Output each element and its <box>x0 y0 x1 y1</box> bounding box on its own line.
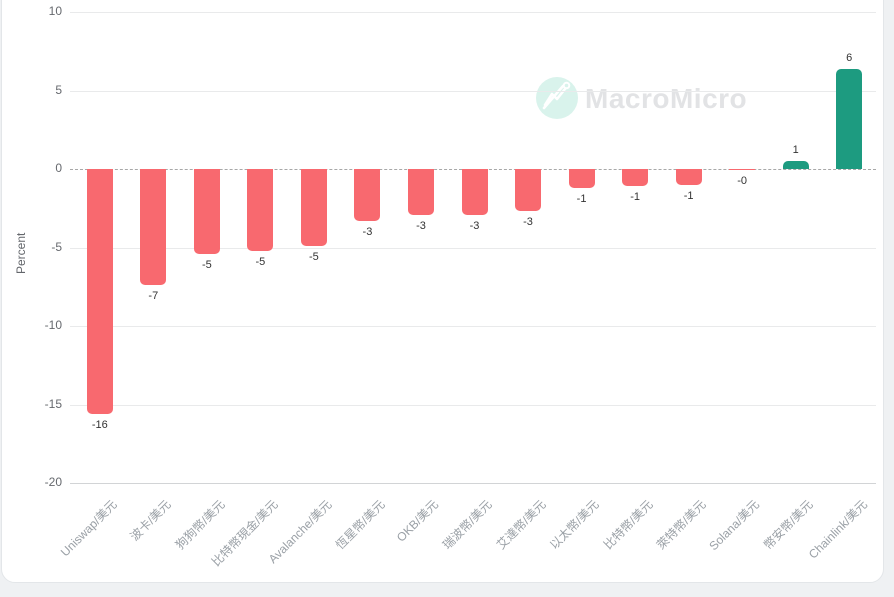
bar[interactable] <box>729 169 756 170</box>
bar-value-label: 6 <box>846 51 853 64</box>
bar[interactable] <box>247 169 274 251</box>
bar-value-label: -5 <box>309 250 319 263</box>
y-tick-label: 0 <box>55 161 62 175</box>
bar[interactable] <box>193 169 220 254</box>
y-tick-label: -5 <box>51 239 62 254</box>
gridline <box>70 483 876 484</box>
gridline <box>70 12 876 13</box>
chart-card <box>1 0 884 583</box>
bar[interactable] <box>300 169 327 246</box>
bar-value-label: -0 <box>737 175 748 187</box>
bar-value-label: -16 <box>91 418 108 431</box>
bar-value-label: 1 <box>792 144 799 157</box>
bar[interactable] <box>782 161 809 169</box>
bar[interactable] <box>354 169 381 221</box>
bar[interactable] <box>836 68 863 169</box>
bar-value-label: -7 <box>148 290 159 303</box>
y-tick-label: -20 <box>44 475 62 489</box>
bar[interactable] <box>461 169 488 215</box>
bar-value-label: -3 <box>523 216 533 229</box>
gridline <box>70 90 876 92</box>
bar-value-label: -3 <box>362 225 373 238</box>
bar[interactable] <box>568 169 595 188</box>
bar-value-label: -5 <box>201 258 212 271</box>
gridline <box>70 247 876 249</box>
bar[interactable] <box>140 169 167 286</box>
gridline <box>70 404 876 406</box>
bar-value-label: -1 <box>630 191 640 204</box>
y-tick-label: 10 <box>48 4 62 18</box>
bar-value-label: -1 <box>683 189 694 202</box>
macromicro-logo-icon <box>536 77 578 119</box>
y-tick-label: -10 <box>44 318 62 332</box>
bar[interactable] <box>515 169 542 212</box>
bar[interactable] <box>622 169 649 187</box>
bar-value-label: -3 <box>469 219 480 232</box>
bar[interactable] <box>675 169 702 185</box>
bar-value-label: -1 <box>576 192 587 205</box>
watermark-text: MacroMicro <box>585 83 748 114</box>
bar-value-label: -5 <box>255 255 266 268</box>
y-tick-label: -15 <box>44 396 62 411</box>
bar[interactable] <box>86 169 113 414</box>
gridline <box>70 326 876 327</box>
y-tick-label: 5 <box>55 82 62 97</box>
bar-value-label: -3 <box>416 219 426 232</box>
bar[interactable] <box>407 169 434 215</box>
